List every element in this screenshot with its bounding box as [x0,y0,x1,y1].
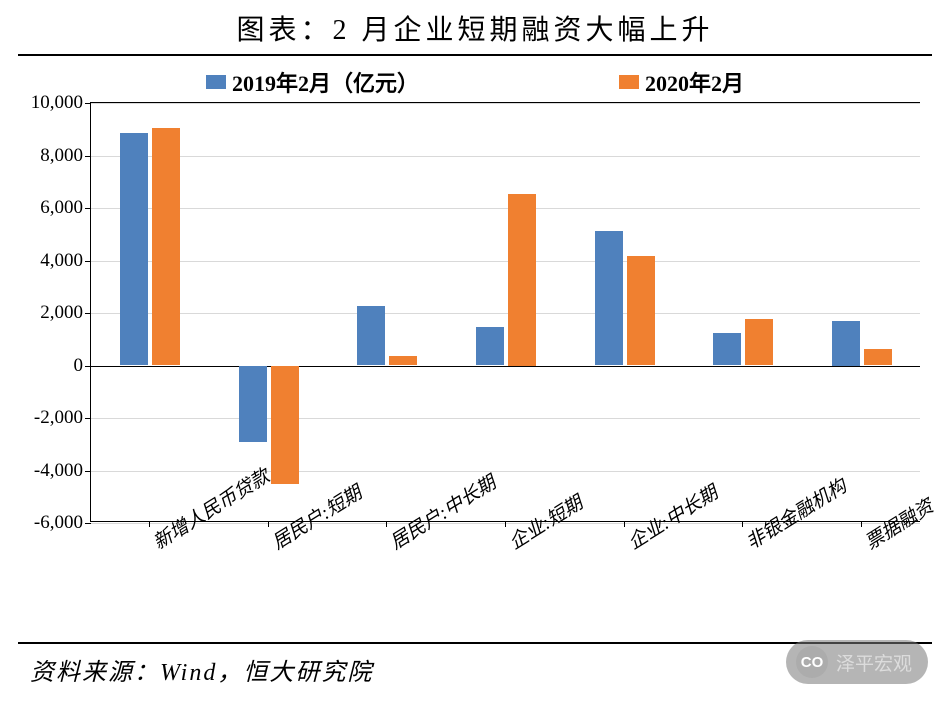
watermark-icon: CO [796,646,828,678]
bar [152,128,180,366]
y-tick-label: 8,000 [19,145,83,167]
y-tick-label: 10,000 [19,92,83,114]
y-tick-mark [85,261,91,262]
bar [239,366,267,443]
y-tick-label: 0 [19,355,83,377]
chart-title: 图表：2 月企业短期融资大幅上升 [0,0,950,54]
watermark: CO 泽平宏观 [786,640,928,684]
y-tick-label: 6,000 [19,197,83,219]
legend-label-2020: 2020年2月 [645,66,744,98]
y-tick-label: 4,000 [19,250,83,272]
grid-line [91,366,920,367]
x-tick-mark [505,521,506,527]
x-tick-mark [624,521,625,527]
x-tick-mark [861,521,862,527]
x-tick-label: 企业:中长期 [622,532,636,555]
grid-line [91,103,920,104]
y-tick-label: -6,000 [19,512,83,534]
bar [595,231,623,366]
y-tick-label: -4,000 [19,460,83,482]
y-axis: -6,000-4,000-2,00002,0004,0006,0008,0001… [19,103,89,521]
y-tick-mark [85,418,91,419]
x-axis-labels: 新增人民币贷款 居民户:短期 居民户:中长期 企业:短期 企业:中长期 非银金融机构 票据融… [90,522,920,642]
y-tick-label: -2,000 [19,407,83,429]
chart-plot-area: -6,000-4,000-2,00002,0004,0006,0008,0001… [90,102,920,522]
grid-line [91,313,920,314]
grid-line [91,208,920,209]
y-tick-mark [85,471,91,472]
x-tick-label: 居民户:中长期 [384,532,398,555]
legend-item-2020: 2020年2月 [619,66,744,98]
grid-line [91,418,920,419]
bar [864,349,892,366]
bar [271,366,299,484]
y-tick-mark [85,103,91,104]
legend: 2019年2月（亿元） 2020年2月 [0,62,950,102]
x-tick-mark [742,521,743,527]
y-tick-label: 2,000 [19,302,83,324]
x-tick-label: 新增人民币贷款 [147,532,161,555]
y-tick-mark [85,156,91,157]
bar [713,333,741,366]
bar [476,327,504,366]
bar [389,356,417,366]
x-tick-mark [268,521,269,527]
grid-line [91,471,920,472]
legend-label-2019: 2019年2月（亿元） [232,66,419,98]
title-divider [18,54,932,56]
bars-plot [91,103,920,521]
grid-line [91,156,920,157]
x-tick-mark [386,521,387,527]
bar [508,194,536,366]
x-tick-mark [149,521,150,527]
x-tick-label: 非银金融机构 [740,532,754,555]
legend-swatch-2019 [206,75,226,89]
bar [627,256,655,365]
bar [357,306,385,365]
bar [832,321,860,366]
x-tick-label: 企业:短期 [503,532,517,555]
watermark-label: 泽平宏观 [836,649,912,676]
x-tick-label: 居民户:短期 [266,532,280,555]
x-tick-label: 票据融资 [859,532,873,555]
legend-item-2019: 2019年2月（亿元） [206,66,419,98]
y-tick-mark [85,313,91,314]
grid-line [91,261,920,262]
y-tick-mark [85,366,91,367]
bar [745,319,773,366]
bar [120,133,148,366]
y-tick-mark [85,208,91,209]
legend-swatch-2020 [619,75,639,89]
